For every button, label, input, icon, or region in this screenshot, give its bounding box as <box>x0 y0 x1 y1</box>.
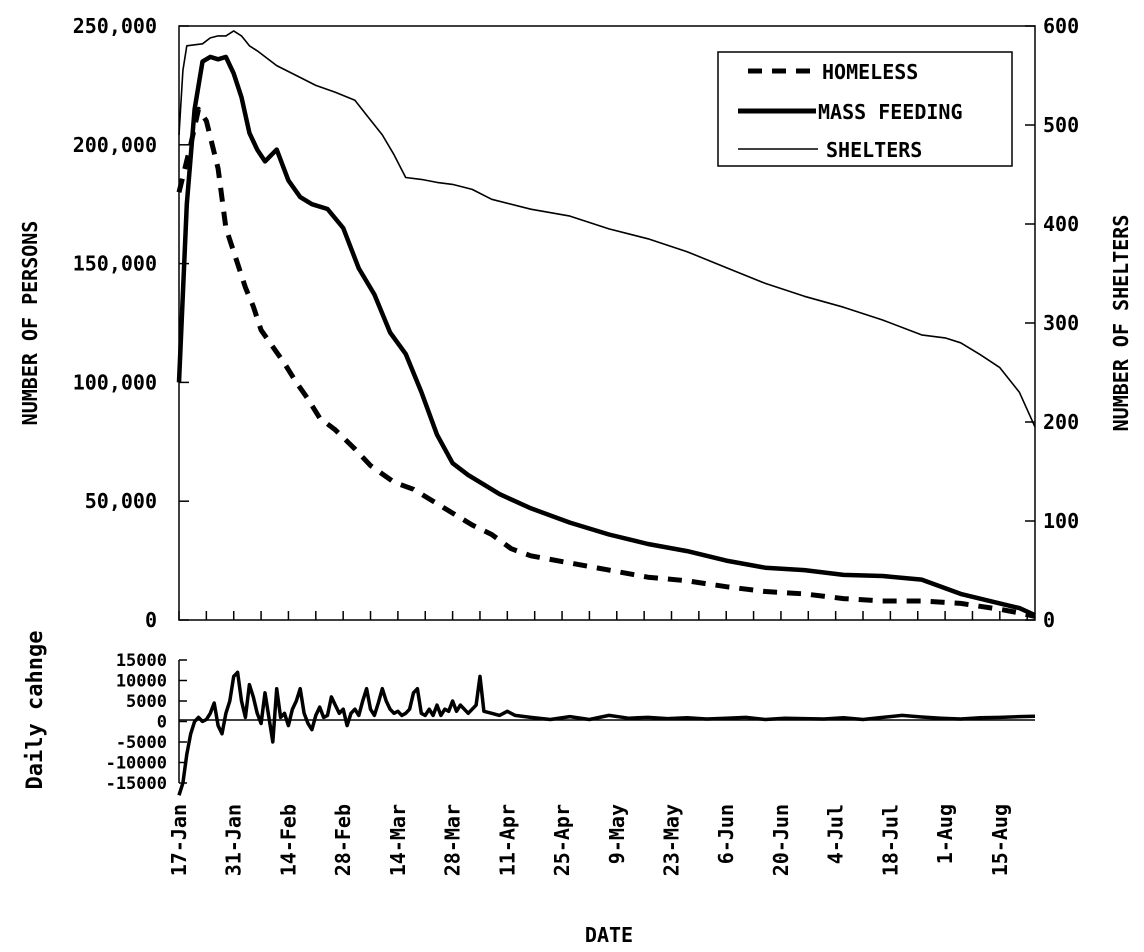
daily-change-line <box>177 670 1036 796</box>
y-axis-title-left: NUMBER OF PERSONS <box>18 221 42 426</box>
series-line-homeless <box>176 106 1036 619</box>
x-tick-label: 23-May <box>660 804 684 876</box>
daily-y-tick-label: 0 <box>157 713 167 733</box>
main-axis-ticks: 0 50,000 100,000 150,000 200,000 250,000 0 100 2… <box>73 14 1079 632</box>
daily-series-group <box>177 670 1036 796</box>
series-line-mass-feeding <box>176 54 1036 618</box>
y-tick-label-right: 600 <box>1043 14 1079 38</box>
daily-y-tick-label: -15000 <box>106 774 167 794</box>
y-tick-label-left: 50,000 <box>85 489 157 513</box>
y-tick-label-left: 200,000 <box>73 133 157 157</box>
x-tick-label: 18-Jul <box>878 804 902 876</box>
legend: HOMELESS MASS FEEDING SHELTERS <box>717 51 1013 167</box>
y-tick-label-right: 400 <box>1043 212 1079 236</box>
x-tick-label: 4-Jul <box>824 804 848 864</box>
x-tick-labels: 17-Jan 31-Jan 14-Feb 28-Feb 14-Mar 28-Mar 11-A… <box>167 804 1012 876</box>
x-tick-label: 17-Jan <box>167 804 191 876</box>
x-tick-label: 14-Mar <box>386 804 410 876</box>
daily-y-tick-label: 10000 <box>116 672 167 692</box>
main-series-group <box>176 30 1036 619</box>
y-tick-label-right: 300 <box>1043 311 1079 335</box>
daily-y-tick-label: 5000 <box>126 692 167 712</box>
daily-y-tick-label: 15000 <box>116 651 167 671</box>
x-tick-label: 28-Feb <box>331 804 355 876</box>
x-axis-title: DATE <box>585 923 633 947</box>
legend-label-homeless: HOMELESS <box>822 60 918 84</box>
daily-y-axis-title: Daily cahnge <box>23 631 48 790</box>
y-tick-label-right: 200 <box>1043 410 1079 434</box>
daily-y-tick-label: -5000 <box>116 733 167 753</box>
x-tick-label: 20-Jun <box>769 804 793 876</box>
y-axis-title-right: NUMBER OF SHELTERS <box>1109 215 1133 432</box>
daily-y-tick-label: -10000 <box>106 754 167 774</box>
y-tick-label-right: 500 <box>1043 113 1079 137</box>
x-tick-label: 9-May <box>605 804 629 864</box>
legend-label-mass-feeding: MASS FEEDING <box>818 100 963 124</box>
series-line-shelters <box>178 30 1036 428</box>
y-tick-label-left: 150,000 <box>73 252 157 276</box>
y-tick-label-left: 250,000 <box>73 14 157 38</box>
x-tick-label: 11-Apr <box>495 804 519 876</box>
x-tick-label: 1-Aug <box>933 804 957 864</box>
y-tick-label-left: 0 <box>145 608 157 632</box>
x-tick-label: 6-Jun <box>714 804 738 864</box>
x-tick-label: 28-Mar <box>441 804 465 876</box>
x-tick-label: 14-Feb <box>276 804 300 876</box>
y-tick-label-right: 100 <box>1043 509 1079 533</box>
legend-label-shelters: SHELTERS <box>826 138 922 162</box>
x-tick-label: 15-Aug <box>988 804 1012 876</box>
y-tick-label-left: 100,000 <box>73 370 157 394</box>
x-tick-label: 25-Apr <box>550 804 574 876</box>
y-tick-label-right: 0 <box>1043 608 1055 632</box>
x-tick-label: 31-Jan <box>222 804 246 876</box>
